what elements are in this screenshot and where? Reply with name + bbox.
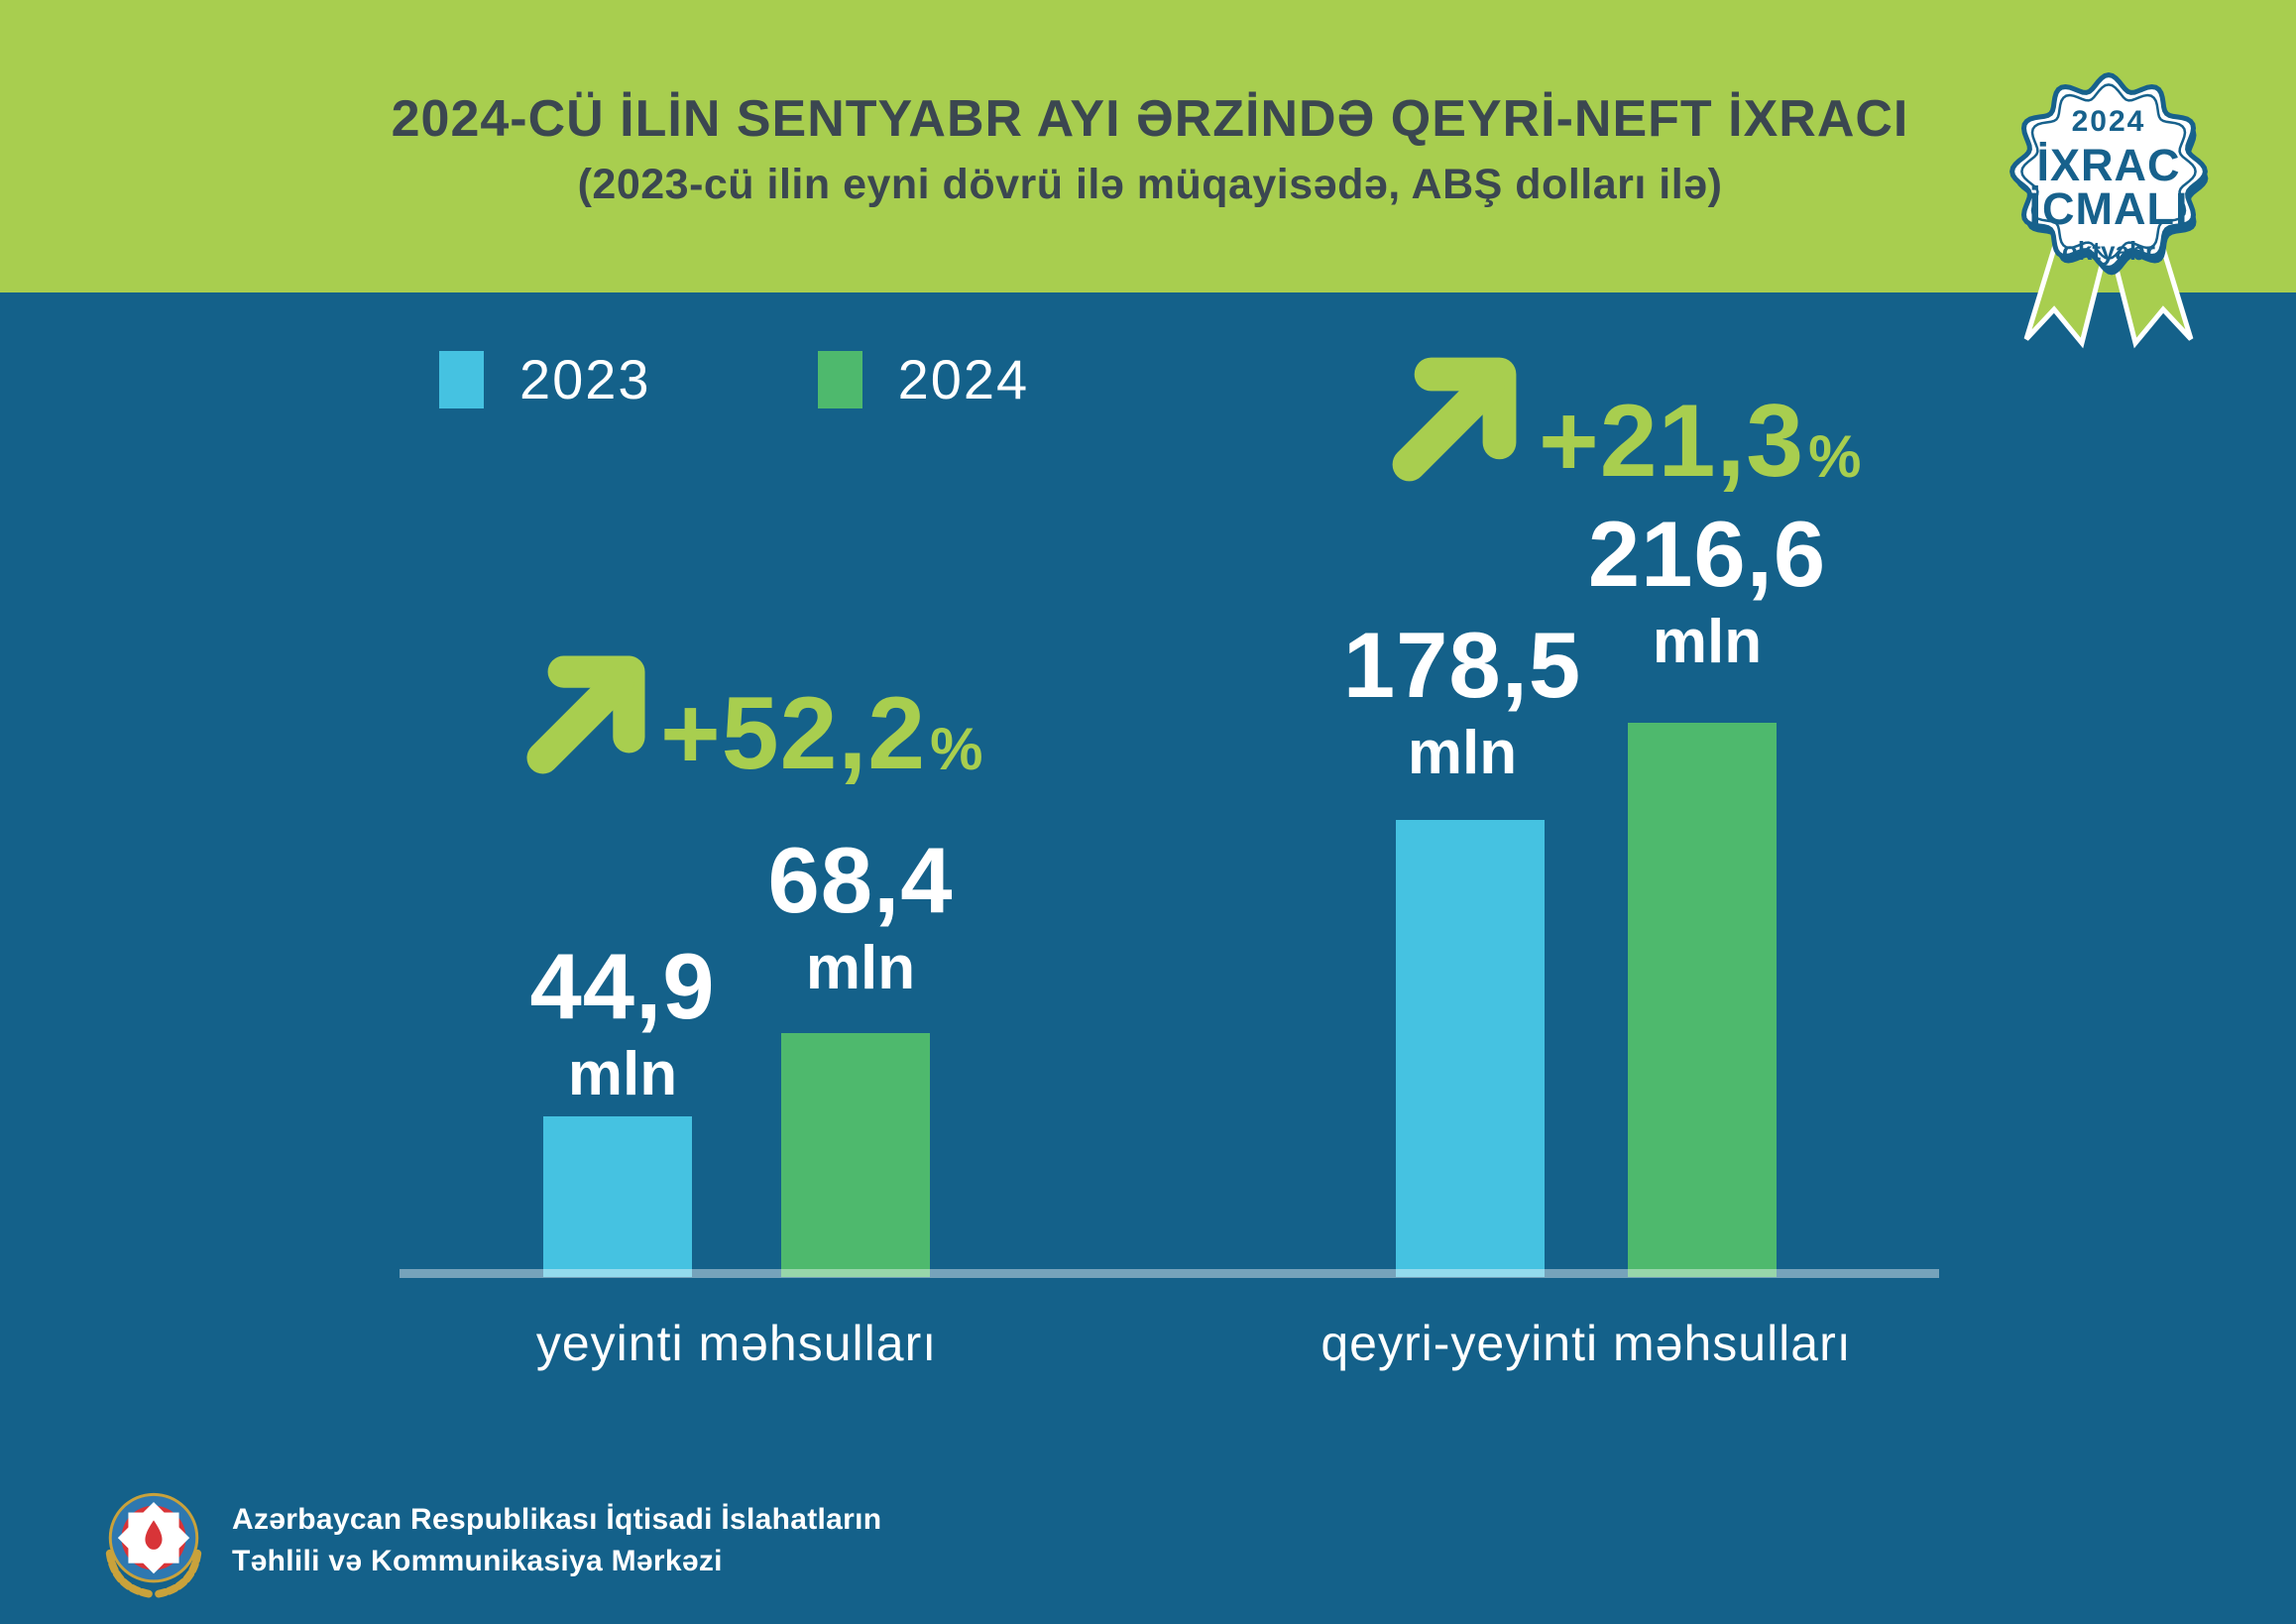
value-unit-nonfood-2023: mln xyxy=(1407,719,1518,788)
rosette-inner-ring xyxy=(2020,83,2197,260)
value-label-nonfood-2023: 178,5 mln xyxy=(1314,613,1611,788)
legend-swatch-2023 xyxy=(439,350,484,408)
percent-sign-nonfood: % xyxy=(1808,423,1862,490)
value-label-food-2023: 44,9 mln xyxy=(474,934,771,1109)
value-label-nonfood-2024: 216,6 mln xyxy=(1558,502,1856,677)
flame-icon xyxy=(145,1520,163,1550)
bar-2023-nonfood-products xyxy=(1396,820,1545,1277)
value-number-nonfood-2024: 216,6 xyxy=(1587,502,1827,606)
legend: 2023 2024 xyxy=(439,347,1029,411)
value-label-food-2024: 68,4 mln xyxy=(712,828,1009,1003)
footer-organization: Azərbaycan Respublikası İqtisadi İslahat… xyxy=(232,1499,881,1582)
page-title: 2024-CÜ İLİN SENTYABR AYI ƏRZİNDƏ QEYRİ-… xyxy=(391,90,1909,148)
export-review-badge: 2024 İXRAC İCMALI oktyabr xyxy=(2009,72,2209,349)
legend-label-2024: 2024 xyxy=(897,348,1030,410)
footer-org-line1: Azərbaycan Respublikası İqtisadi İslahat… xyxy=(232,1503,882,1536)
legend-item-2023: 2023 xyxy=(439,347,651,411)
change-value-nonfood: +21,3 xyxy=(1539,384,1805,499)
legend-item-2024: 2024 xyxy=(817,347,1030,411)
x-axis-baseline xyxy=(400,1269,1939,1278)
growth-arrow-icon-food xyxy=(526,655,645,774)
azerbaijan-emblem-logo xyxy=(105,1492,202,1599)
legend-label-2023: 2023 xyxy=(519,348,651,410)
bar-2024-nonfood-products xyxy=(1628,723,1777,1277)
value-unit-food-2024: mln xyxy=(805,934,916,1003)
change-value-food: +52,2 xyxy=(660,676,927,791)
value-unit-food-2023: mln xyxy=(567,1040,678,1109)
value-number-nonfood-2023: 178,5 xyxy=(1342,613,1582,717)
badge-month: oktyabr xyxy=(2062,236,2155,266)
value-number-food-2024: 68,4 xyxy=(767,828,954,932)
category-label-food: yeyinti məhsulları xyxy=(535,1316,938,1371)
header: 2024-CÜ İLİN SENTYABR AYI ƏRZİNDƏ QEYRİ-… xyxy=(159,91,2141,209)
value-number-food-2023: 44,9 xyxy=(529,934,716,1038)
badge-year: 2024 xyxy=(2072,105,2146,138)
bar-2023-food-products xyxy=(543,1116,692,1277)
legend-swatch-2024 xyxy=(817,350,862,408)
change-percent-food: +52,2 % xyxy=(660,682,983,785)
growth-arrow-icon-nonfood xyxy=(1392,357,1517,482)
percent-sign-food: % xyxy=(930,716,983,782)
page-subtitle: (2023-cü ilin eyni dövrü ilə müqayisədə,… xyxy=(577,161,1723,209)
badge-title-line1: İXRAC xyxy=(2036,140,2180,190)
change-percent-nonfood: +21,3 % xyxy=(1539,390,1862,493)
bar-2024-food-products xyxy=(781,1033,930,1277)
badge-title-line2: İCMALI xyxy=(2029,183,2189,234)
header-band xyxy=(0,0,2296,292)
category-label-nonfood: qeyri-yeyinti məhsulları xyxy=(1320,1316,1852,1371)
value-unit-nonfood-2024: mln xyxy=(1652,608,1763,677)
footer-org-line2: Təhlili və Kommunikasiya Mərkəzi xyxy=(232,1545,723,1577)
rosette-seal xyxy=(2009,72,2208,271)
